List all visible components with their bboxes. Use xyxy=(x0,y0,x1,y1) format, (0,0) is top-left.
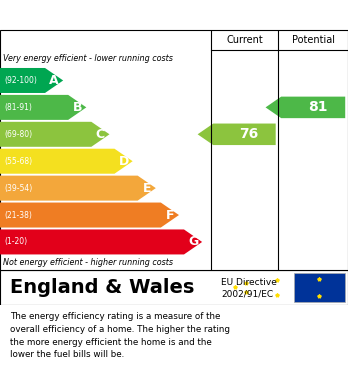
Text: Current: Current xyxy=(226,35,263,45)
Polygon shape xyxy=(0,149,133,174)
Text: The energy efficiency rating is a measure of the
overall efficiency of a home. T: The energy efficiency rating is a measur… xyxy=(10,312,230,359)
Bar xyxy=(294,273,345,302)
Text: (92-100): (92-100) xyxy=(4,76,37,85)
Text: (69-80): (69-80) xyxy=(4,130,32,139)
Text: Energy Efficiency Rating: Energy Efficiency Rating xyxy=(9,7,219,23)
Text: (39-54): (39-54) xyxy=(4,184,32,193)
Text: 81: 81 xyxy=(308,100,328,115)
Polygon shape xyxy=(0,203,179,228)
Polygon shape xyxy=(198,124,276,145)
Polygon shape xyxy=(0,230,202,255)
Text: (1-20): (1-20) xyxy=(4,237,27,246)
Text: C: C xyxy=(96,128,105,141)
Text: 2002/91/EC: 2002/91/EC xyxy=(221,290,273,299)
Polygon shape xyxy=(266,97,345,118)
Polygon shape xyxy=(0,176,156,201)
Polygon shape xyxy=(0,95,86,120)
Text: E: E xyxy=(142,182,151,195)
Text: (21-38): (21-38) xyxy=(4,210,32,219)
Text: B: B xyxy=(72,101,82,114)
Polygon shape xyxy=(0,68,63,93)
Text: F: F xyxy=(166,208,174,222)
Text: A: A xyxy=(49,74,59,87)
Text: D: D xyxy=(118,155,129,168)
Text: (55-68): (55-68) xyxy=(4,157,32,166)
Text: EU Directive: EU Directive xyxy=(221,278,277,287)
Text: G: G xyxy=(188,235,198,248)
Text: Not energy efficient - higher running costs: Not energy efficient - higher running co… xyxy=(3,258,174,267)
Text: 76: 76 xyxy=(239,127,259,141)
Polygon shape xyxy=(0,122,110,147)
Text: (81-91): (81-91) xyxy=(4,103,32,112)
Text: Very energy efficient - lower running costs: Very energy efficient - lower running co… xyxy=(3,54,173,63)
Text: Potential: Potential xyxy=(292,35,335,45)
Text: England & Wales: England & Wales xyxy=(10,278,195,297)
